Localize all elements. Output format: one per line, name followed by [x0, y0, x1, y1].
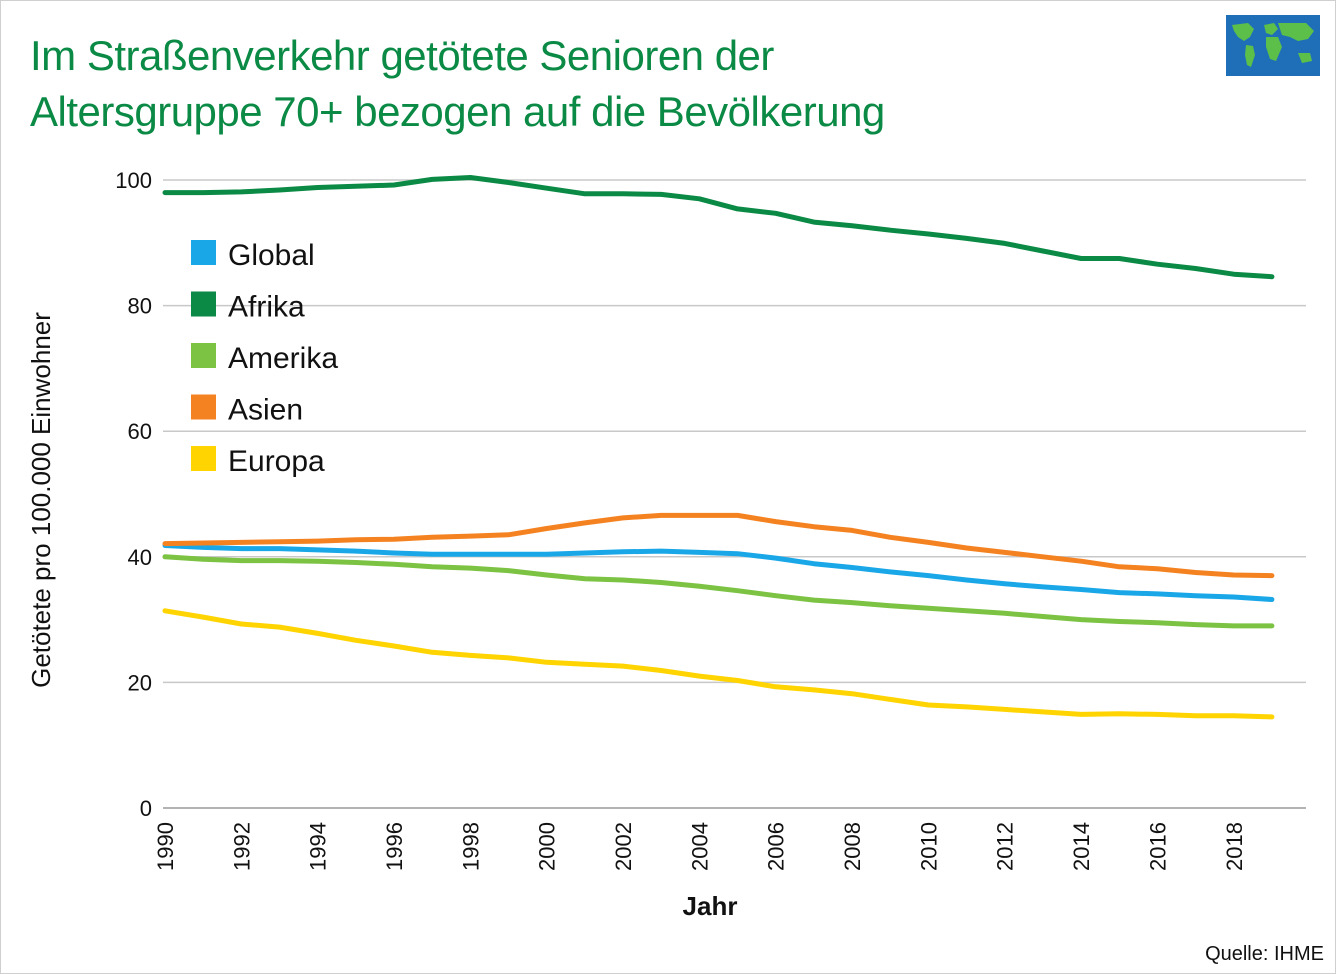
y-axis-ticks: 0 20 40 60 80 100 [115, 168, 152, 821]
x-tick-label: 1994 [306, 822, 331, 871]
series-lines [162, 175, 1275, 720]
series-line-europa [162, 608, 1275, 720]
x-axis-ticks: 1990 1992 1994 1996 1998 2000 2002 2004 2006 2008… [153, 822, 1247, 871]
legend-swatch-asien [191, 394, 216, 420]
legend-label-amerika: Amerika [228, 342, 338, 375]
series-line-afrika [162, 175, 1275, 280]
x-tick-label: 2014 [1069, 822, 1094, 871]
series-line-asien [162, 512, 1275, 579]
legend: Global Afrika Amerika Asien Europa [191, 239, 338, 478]
legend-label-afrika: Afrika [228, 291, 305, 324]
x-tick-label: 2018 [1222, 822, 1247, 871]
x-tick-label: 1996 [382, 822, 407, 871]
x-tick-label: 1990 [153, 822, 178, 871]
legend-label-asien: Asien [228, 394, 303, 427]
x-tick-label: 2010 [916, 822, 941, 871]
chart-title-line-1: Im Straßenverkehr getötete Senioren der [30, 32, 774, 79]
legend-swatch-europa [191, 446, 216, 471]
legend-label-europa: Europa [228, 445, 325, 478]
y-tick-label: 40 [128, 545, 152, 570]
y-tick-label: 0 [140, 796, 152, 821]
legend-swatch-afrika [191, 291, 216, 317]
x-tick-label: 2002 [611, 822, 636, 871]
y-tick-label: 60 [128, 419, 152, 444]
y-tick-label: 20 [128, 670, 152, 695]
x-tick-label: 2016 [1145, 822, 1170, 871]
chart-title: Im Straßenverkehr getötete Senioren der … [30, 28, 885, 140]
chart-title-line-2: Altersgruppe 70+ bezogen auf die Bevölke… [30, 88, 885, 135]
x-tick-label: 1992 [229, 822, 254, 871]
x-tick-label: 2008 [840, 822, 865, 871]
world-map-icon [1226, 15, 1320, 76]
y-axis-label: Getötete pro 100.000 Einwohner [26, 312, 56, 688]
y-tick-label: 100 [115, 168, 152, 193]
x-axis-label: Jahr [683, 891, 738, 921]
series-line-amerika [162, 554, 1275, 629]
legend-label-global: Global [228, 239, 315, 272]
x-tick-label: 1998 [458, 822, 483, 871]
x-tick-label: 2006 [764, 822, 789, 871]
legend-swatch-amerika [191, 343, 216, 368]
series-line-global [162, 543, 1275, 602]
x-tick-label: 2012 [993, 822, 1018, 871]
legend-swatch-global [191, 240, 216, 265]
y-tick-label: 80 [128, 294, 152, 319]
x-tick-label: 2004 [687, 822, 712, 871]
source-note: Quelle: IHME [1205, 943, 1324, 965]
x-tick-label: 2000 [535, 822, 560, 871]
